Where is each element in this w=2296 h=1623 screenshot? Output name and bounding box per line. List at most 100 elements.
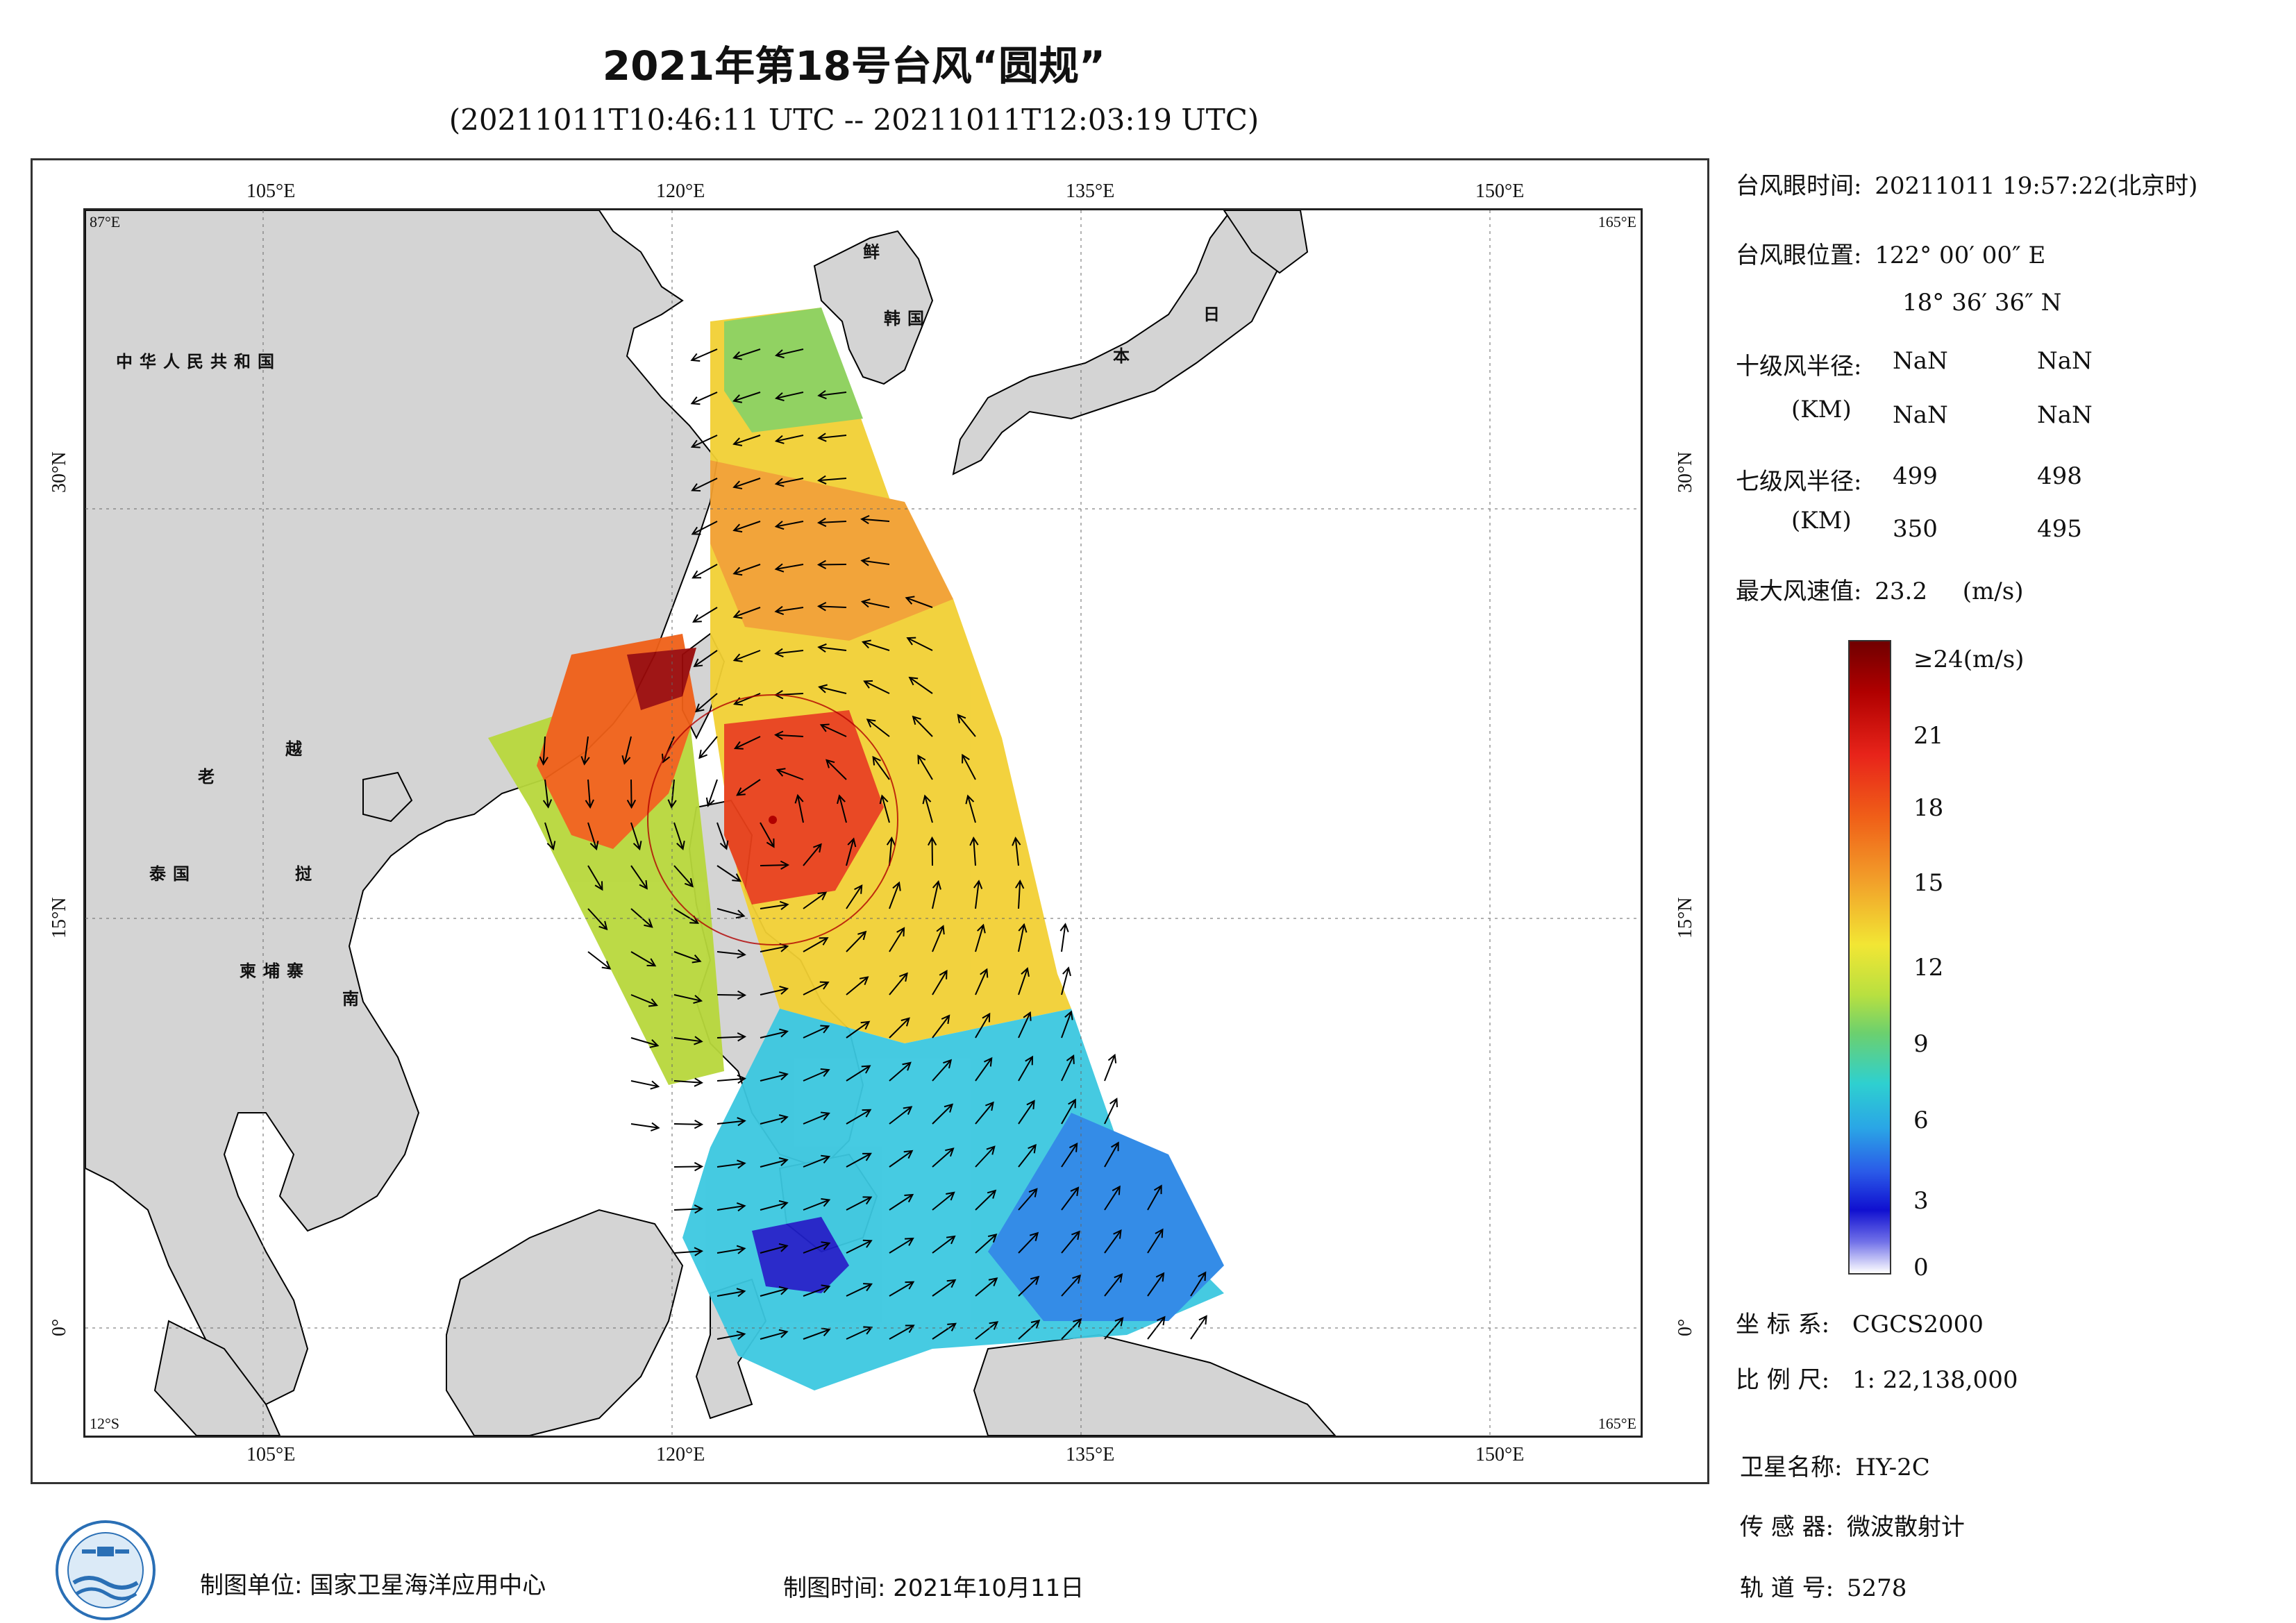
land-hainan bbox=[362, 771, 413, 823]
wind-vector-head bbox=[946, 1279, 957, 1288]
r10-ne: NaN bbox=[1893, 347, 1948, 375]
wind-vector bbox=[932, 881, 939, 909]
colorbar-label-18: 18 bbox=[1913, 794, 1944, 822]
wind-vector-head bbox=[736, 1245, 746, 1254]
wind-vector-head bbox=[816, 517, 827, 528]
lon-tick-bottom-105: 105°E bbox=[246, 1444, 296, 1465]
wind-vector-head bbox=[860, 598, 871, 608]
satellite-label: 卫星名称: bbox=[1740, 1454, 1843, 1481]
wind-vector bbox=[975, 1146, 996, 1168]
wind-vector bbox=[1018, 1188, 1038, 1211]
wind-vector-head bbox=[817, 891, 828, 900]
wind-vector bbox=[630, 865, 648, 889]
wind-vector bbox=[819, 478, 847, 482]
wind-vector bbox=[673, 822, 684, 850]
corner-bl-lon: 12°S bbox=[90, 1415, 120, 1432]
wind-vector-head bbox=[817, 643, 827, 653]
colorbar-label-9: 9 bbox=[1913, 1030, 1929, 1058]
wind-vector bbox=[691, 348, 718, 361]
wind-vector bbox=[889, 1062, 911, 1082]
wind-vector-head bbox=[862, 1239, 873, 1248]
wind-vector-head bbox=[1059, 923, 1069, 932]
wind-vector-head bbox=[857, 930, 867, 941]
wind-vector bbox=[698, 736, 718, 759]
orbit-value: 5278 bbox=[1846, 1574, 1907, 1602]
footer-date: 制图时间: 2021年10月11日 bbox=[783, 1574, 1084, 1602]
land-hokkaido bbox=[1223, 210, 1309, 274]
wind-vector bbox=[1104, 1229, 1122, 1254]
wind-vector bbox=[692, 478, 718, 491]
wind-vector-head bbox=[941, 1014, 950, 1025]
wind-vector bbox=[1190, 1272, 1207, 1297]
wind-vector-head bbox=[1114, 1317, 1124, 1327]
wind-vector bbox=[673, 865, 694, 887]
wind-vector bbox=[1018, 1276, 1039, 1297]
wind-vector-head bbox=[1069, 1142, 1078, 1152]
wind-vector-head bbox=[1153, 1184, 1162, 1195]
wind-vector bbox=[889, 882, 900, 909]
wind-vector bbox=[1104, 1318, 1123, 1340]
wind-vector-head bbox=[1030, 1275, 1040, 1285]
wind-vector bbox=[838, 796, 847, 823]
wind-vector bbox=[777, 769, 804, 780]
wind-vector bbox=[760, 1030, 788, 1038]
wind-vector bbox=[1147, 1272, 1164, 1297]
swath-band-southeast bbox=[988, 1113, 1224, 1321]
wind-vector-head bbox=[946, 1191, 955, 1201]
eye-pos-row: 台风眼位置: 122° 00′ 00″ E bbox=[1736, 236, 2045, 270]
wind-vector bbox=[673, 1037, 702, 1043]
wind-vector-head bbox=[1114, 1273, 1123, 1283]
wind-vector-head bbox=[817, 432, 827, 442]
wind-vector bbox=[1061, 1099, 1076, 1125]
wind-vector bbox=[862, 560, 890, 565]
wind-vector-head bbox=[693, 658, 703, 668]
wind-vector-head bbox=[778, 1200, 789, 1209]
wind-vector-head bbox=[1198, 1271, 1207, 1281]
wind-vector bbox=[760, 1159, 787, 1168]
wind-vector-head bbox=[821, 1154, 831, 1164]
land-japan bbox=[952, 210, 1281, 476]
wind-map-canvas bbox=[85, 210, 1641, 1436]
footer-producer: 制图单位: 国家卫星海洋应用中心 bbox=[200, 1572, 546, 1599]
wind-vector bbox=[862, 641, 890, 651]
wind-vector-head bbox=[644, 918, 653, 928]
wind-vector bbox=[846, 1065, 871, 1082]
wind-vector bbox=[932, 925, 944, 952]
colorbar-label-15: 15 bbox=[1913, 869, 1944, 897]
wind-vector-head bbox=[732, 873, 741, 882]
wind-vector bbox=[1104, 1274, 1123, 1297]
wind-vector bbox=[776, 607, 804, 612]
wind-vector-head bbox=[957, 714, 966, 723]
wind-vector-head bbox=[774, 605, 785, 615]
wind-vector-head bbox=[903, 1150, 914, 1159]
wind-vector-head bbox=[594, 881, 603, 891]
wind-vector-head bbox=[904, 1237, 914, 1246]
wind-vector bbox=[673, 1166, 703, 1168]
wind-vector bbox=[776, 478, 804, 485]
wind-vector bbox=[932, 1059, 952, 1082]
wind-vector bbox=[673, 1123, 703, 1125]
wind-vector-head bbox=[774, 648, 784, 657]
colorbar-label-24: ≥24(m/s) bbox=[1913, 646, 2025, 673]
graticule bbox=[85, 210, 1641, 1436]
wind-vector bbox=[846, 1152, 871, 1168]
wind-vector bbox=[932, 970, 948, 995]
wind-vector bbox=[907, 637, 933, 651]
wind-vector-head bbox=[1029, 1231, 1039, 1241]
wind-vector bbox=[587, 908, 607, 930]
wind-vector bbox=[912, 716, 933, 737]
wind-vector-head bbox=[860, 514, 870, 525]
wind-vector bbox=[818, 605, 847, 608]
wind-vector-head bbox=[698, 749, 708, 759]
wind-vector-head bbox=[1025, 1055, 1034, 1066]
wind-vector-head bbox=[896, 927, 905, 937]
wind-vector bbox=[975, 1190, 996, 1211]
colorbar-label-0: 0 bbox=[1913, 1254, 1929, 1281]
wind-vector-head bbox=[906, 637, 916, 646]
wind-vector-head bbox=[774, 521, 785, 530]
map-title: 2021年第18号台风“圆规” bbox=[602, 42, 1106, 90]
lon-tick-top-135: 135°E bbox=[1066, 180, 1115, 202]
wind-vector-head bbox=[694, 1077, 703, 1087]
wind-vector-head bbox=[1023, 1011, 1032, 1021]
wind-map[interactable]: 87°E 165°E 12°S 165°E 中华人民共和国 鲜 韩国 日 本 老… bbox=[83, 208, 1643, 1438]
